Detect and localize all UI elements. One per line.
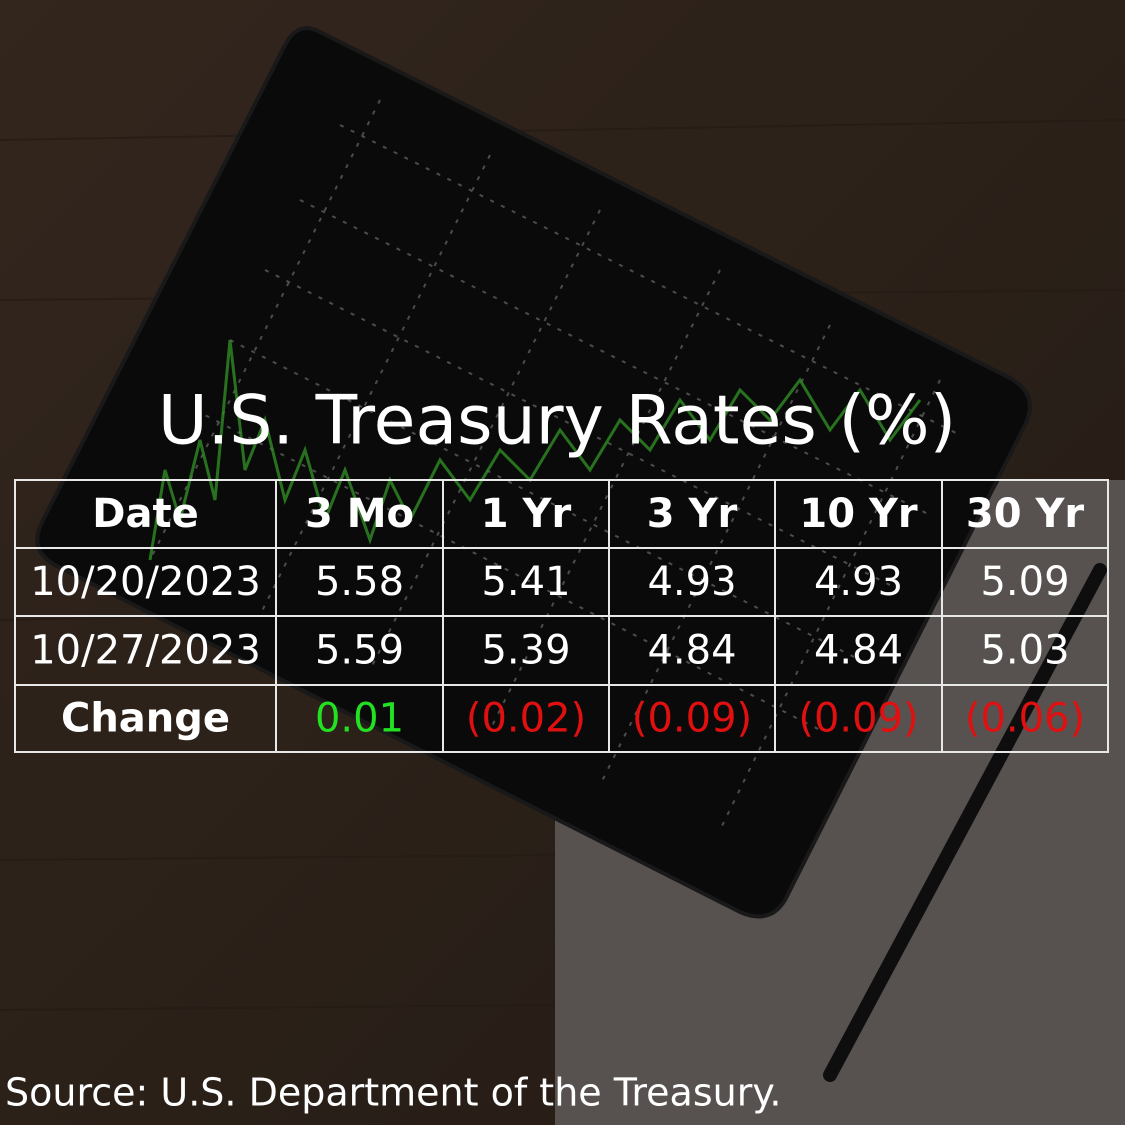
row-label: Change xyxy=(61,696,230,742)
source: Source: U.S. Department of the Treasury. xyxy=(5,1071,781,1115)
title: U.S. Treasury Rates (%) xyxy=(158,382,956,461)
data-cell: 4.93 xyxy=(647,559,736,605)
data-cell: 0.01 xyxy=(315,696,404,742)
data-cell: 4.93 xyxy=(814,559,903,605)
data-cell: 4.84 xyxy=(814,628,903,674)
data-cell: 5.39 xyxy=(481,628,570,674)
data-cell: 5.09 xyxy=(980,559,1069,605)
header-cell: 3 Mo xyxy=(305,491,414,537)
data-cell: 4.84 xyxy=(647,628,736,674)
header-cell: 10 Yr xyxy=(799,491,918,537)
data-cell: (0.09) xyxy=(632,696,752,742)
table: Date 3 Mo 1 Yr 3 Yr 10 Yr 30 Yr 10/20/2023 5.58… xyxy=(14,479,1109,753)
header-cell: 3 Yr xyxy=(647,491,738,537)
row-label: 10/20/2023 xyxy=(30,559,261,605)
data-cell: (0.06) xyxy=(965,696,1085,742)
data-cell: 5.59 xyxy=(315,628,404,674)
data-cell: 5.41 xyxy=(481,559,570,605)
header-cell: 30 Yr xyxy=(966,491,1085,537)
row-label: 10/27/2023 xyxy=(30,628,261,674)
header-cell: 1 Yr xyxy=(481,491,572,537)
data-cell: (0.09) xyxy=(798,696,918,742)
data-cell: 5.58 xyxy=(315,559,404,605)
data-cell: 5.03 xyxy=(980,628,1069,674)
data-cell: (0.02) xyxy=(466,696,586,742)
header-cell: Date xyxy=(92,491,198,537)
